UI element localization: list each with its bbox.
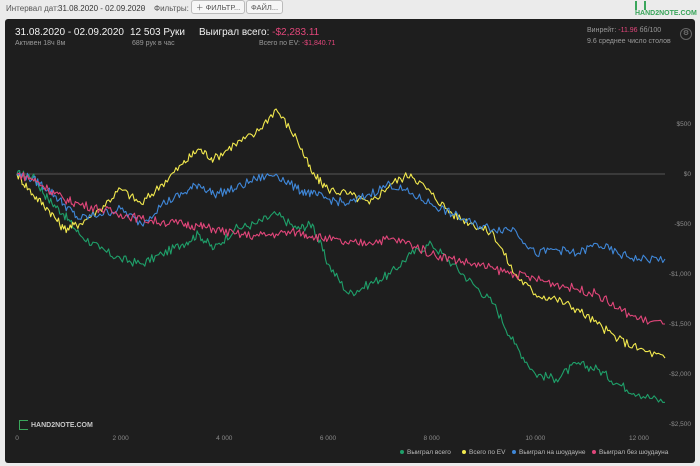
x-tick-label: 2 000 — [113, 435, 130, 442]
x-tick-label: 10 000 — [525, 435, 545, 442]
hands-per-hour: 689 рук в час — [132, 40, 175, 47]
logo-icon — [635, 1, 646, 10]
won-total: Выиграл всего: -$2,283.11 — [199, 27, 320, 38]
y-tick-label: -$2,000 — [669, 371, 691, 378]
plus-icon: ＋ — [196, 3, 206, 12]
y-tick-label: -$2,500 — [669, 421, 691, 428]
x-tick-label: 8 000 — [423, 435, 440, 442]
winrate: Винрейт: -11.96 бб/100 — [587, 27, 662, 34]
series-line-4 — [16, 171, 665, 325]
ev-total: Всего по EV: -$1,840.71 — [259, 40, 336, 47]
legend-dot-icon — [592, 450, 596, 455]
app-logo: HAND2NOTE.COM — [635, 1, 700, 17]
settings-icon[interactable]: ⚙ — [680, 28, 692, 40]
filter-button[interactable]: ＋ ФИЛЬТР... — [191, 0, 246, 14]
legend-item[interactable]: Выиграл всего — [400, 449, 451, 456]
legend-label: Выиграл без шоудауна — [599, 449, 669, 456]
date-range: 31.08.2020 - 02.09.2020 — [15, 27, 124, 38]
filters-label: Фильтры: — [154, 4, 189, 13]
legend-dot-icon — [512, 450, 516, 455]
chevron-down-icon[interactable]: ⌄ — [140, 4, 146, 11]
y-tick-label: -$1,000 — [669, 271, 691, 278]
active-time: Активен 18ч 8м — [15, 40, 66, 47]
legend-item[interactable]: Выиграл без шоудауна — [592, 449, 668, 456]
legend-label: Выиграл на шоудауне — [519, 449, 586, 456]
watermark-logo: HAND2NOTE.COM — [19, 420, 93, 430]
legend-dot-icon — [400, 450, 404, 455]
y-tick-label: -$500 — [674, 221, 691, 228]
graph-panel: 31.08.2020 - 02.09.2020 Активен 18ч 8м 1… — [5, 19, 695, 463]
logo-icon — [19, 420, 28, 430]
interval-selector[interactable]: 31.08.2020 - 02.09.2020 — [58, 4, 146, 13]
avg-tables: 9.6 среднее число столов — [587, 38, 671, 45]
legend-label: Всего по EV — [469, 449, 506, 456]
y-tick-label: $500 — [677, 121, 692, 128]
y-tick-label: $0 — [684, 171, 692, 178]
file-button[interactable]: ФАЙЛ... — [246, 0, 284, 14]
legend-item[interactable]: Всего по EV — [462, 449, 505, 456]
line-chart: $500 $0 -$500 -$1,000 -$1,500 -$2,000 -$2,500 0… — [15, 108, 692, 442]
hands-count: 12 503 Руки — [130, 27, 185, 38]
series-line-1 — [16, 170, 666, 403]
interval-label: Интервал дат: — [6, 4, 59, 13]
legend-item[interactable]: Выиграл на шоудауне — [512, 449, 585, 456]
series-line-3 — [16, 172, 666, 264]
x-tick-label: 12 000 — [629, 435, 649, 442]
x-tick-label: 0 — [15, 435, 19, 442]
legend-label: Выиграл всего — [407, 449, 451, 456]
y-tick-label: -$1,500 — [669, 321, 691, 328]
x-tick-label: 4 000 — [216, 435, 233, 442]
stats-header: 31.08.2020 - 02.09.2020 Активен 18ч 8м 1… — [5, 19, 695, 55]
toolbar: Интервал дат: 31.08.2020 - 02.09.2020 ⌄ … — [0, 0, 700, 18]
x-tick-label: 6 000 — [320, 435, 337, 442]
legend-dot-icon — [462, 450, 466, 455]
series-line-2 — [16, 108, 666, 359]
